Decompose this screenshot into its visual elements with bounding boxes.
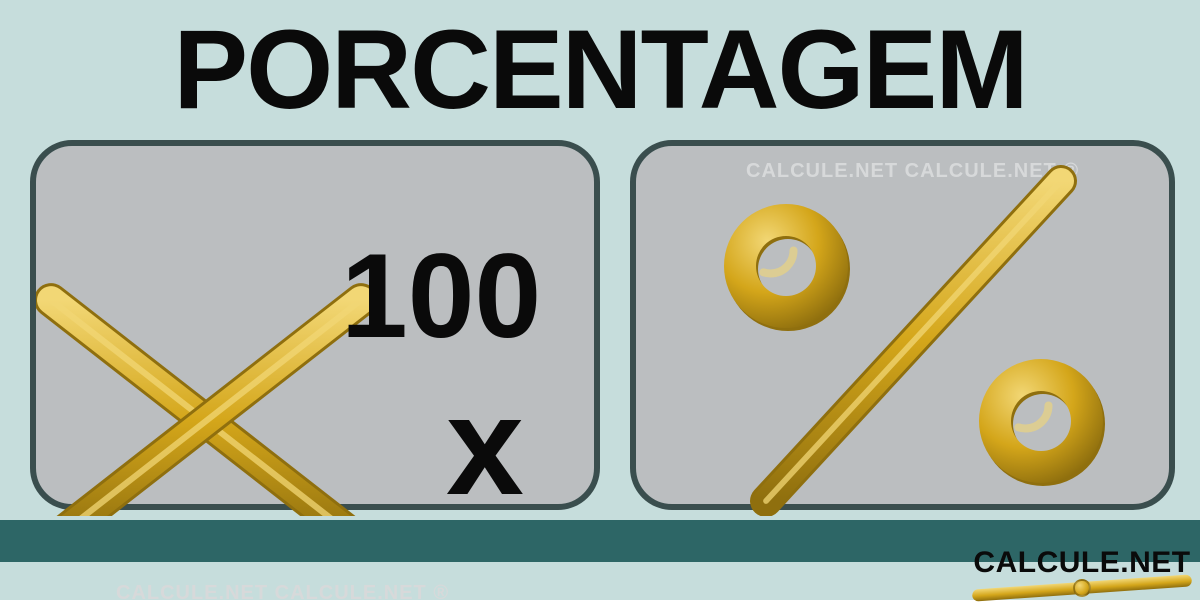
formula-numerator: 100 [341,227,541,365]
site-logo-text: CALCULE.NET [972,546,1192,580]
panel-cross-multiply: 100 x CALCULE.NET CALCULE.NET ® [30,140,600,510]
watermark-left: CALCULE.NET CALCULE.NET ® [116,582,449,605]
page-title: PORCENTAGEM [0,5,1200,134]
site-logo: CALCULE.NET [972,546,1192,594]
panel-percent: CALCULE.NET CALCULE.NET ® [630,140,1175,510]
formula-variable: x [446,365,524,527]
